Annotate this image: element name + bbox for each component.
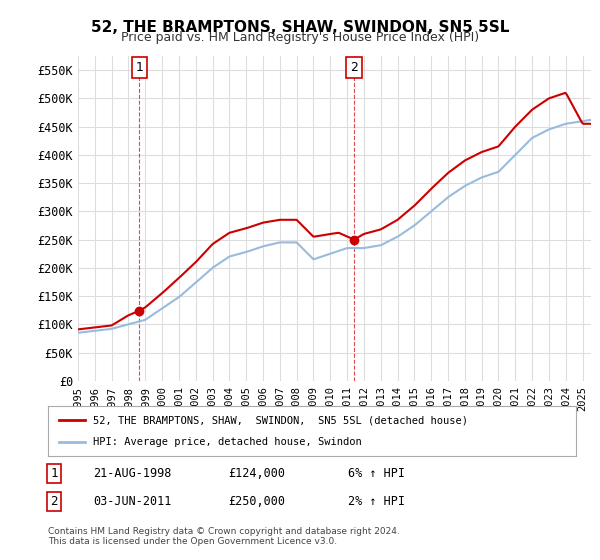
Text: 6% ↑ HPI: 6% ↑ HPI [348, 466, 405, 480]
Text: 2: 2 [50, 494, 58, 508]
Text: 2% ↑ HPI: 2% ↑ HPI [348, 494, 405, 508]
Text: £124,000: £124,000 [228, 466, 285, 480]
Text: 52, THE BRAMPTONS, SHAW, SWINDON, SN5 5SL: 52, THE BRAMPTONS, SHAW, SWINDON, SN5 5S… [91, 20, 509, 35]
Text: 1: 1 [135, 61, 143, 74]
Text: 21-AUG-1998: 21-AUG-1998 [93, 466, 172, 480]
Text: 1: 1 [50, 466, 58, 480]
Text: HPI: Average price, detached house, Swindon: HPI: Average price, detached house, Swin… [93, 437, 362, 447]
Text: 2: 2 [350, 61, 358, 74]
Text: Price paid vs. HM Land Registry's House Price Index (HPI): Price paid vs. HM Land Registry's House … [121, 31, 479, 44]
Text: 03-JUN-2011: 03-JUN-2011 [93, 494, 172, 508]
Text: 52, THE BRAMPTONS, SHAW,  SWINDON,  SN5 5SL (detached house): 52, THE BRAMPTONS, SHAW, SWINDON, SN5 5S… [93, 415, 468, 425]
Text: £250,000: £250,000 [228, 494, 285, 508]
Text: Contains HM Land Registry data © Crown copyright and database right 2024.
This d: Contains HM Land Registry data © Crown c… [48, 526, 400, 546]
